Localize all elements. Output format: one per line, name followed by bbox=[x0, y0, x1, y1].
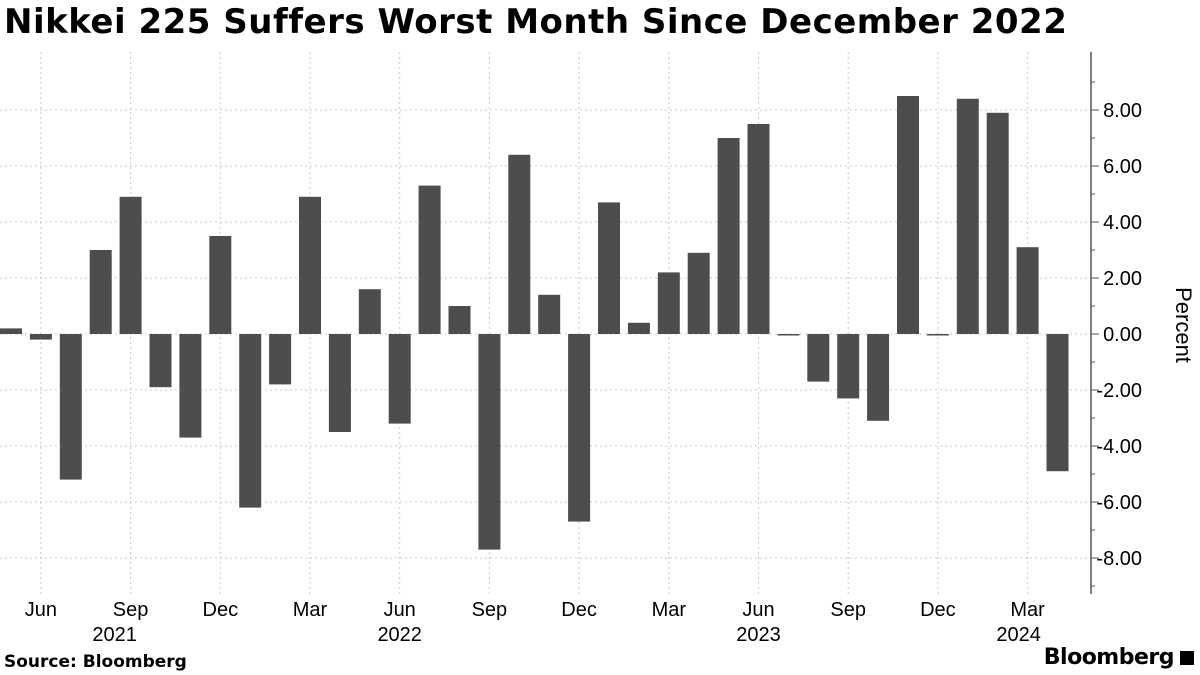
x-year-label: 2021 bbox=[92, 624, 137, 646]
bar-2023-07 bbox=[777, 334, 800, 336]
bar-2023-11 bbox=[897, 96, 919, 334]
bar-2021-11 bbox=[179, 334, 202, 438]
x-year-label: 2023 bbox=[736, 624, 781, 646]
chart-title: Nikkei 225 Suffers Worst Month Since Dec… bbox=[4, 2, 1068, 42]
y-axis-label: Percent bbox=[1171, 287, 1196, 363]
bar-2023-12 bbox=[926, 334, 949, 336]
bar-2023-02 bbox=[627, 322, 650, 334]
bar-2023-09 bbox=[837, 334, 860, 399]
y-axis: 8.00 6.00 4.00 2.00 0.00 -2.00 -4.00 -6.00 -8.00 bbox=[1090, 52, 1142, 594]
y-tick-label: 4.00 bbox=[1103, 212, 1142, 234]
source-note: Source: Bloomberg bbox=[4, 652, 187, 672]
y-tick-label: -6.00 bbox=[1096, 492, 1142, 514]
bar-2024-01 bbox=[956, 98, 979, 334]
bar-2022-06 bbox=[388, 334, 411, 424]
bar-2022-12 bbox=[568, 334, 591, 522]
bar-2021-07 bbox=[59, 334, 82, 480]
bar-2021-09 bbox=[119, 196, 142, 334]
bar-2023-01 bbox=[598, 202, 620, 334]
x-tick-label: Sep bbox=[830, 599, 866, 621]
bar-2022-10 bbox=[508, 154, 531, 334]
brand-name: Bloomberg bbox=[1043, 645, 1175, 670]
bar-2022-04 bbox=[328, 334, 351, 432]
bar-2022-09 bbox=[478, 334, 501, 550]
bar-2023-03 bbox=[657, 272, 680, 334]
bar-2023-05 bbox=[717, 138, 740, 334]
y-tick-label: 6.00 bbox=[1103, 156, 1142, 178]
bar-2023-10 bbox=[867, 334, 890, 421]
x-tick-label: Dec bbox=[561, 599, 597, 621]
bar-2021-12 bbox=[209, 236, 232, 334]
x-tick-label: Mar bbox=[1010, 599, 1045, 621]
bar-2024-04 bbox=[1046, 334, 1069, 472]
bar-2022-05 bbox=[358, 289, 381, 334]
y-tick-label: -4.00 bbox=[1096, 436, 1142, 458]
bloomberg-logo: Bloomberg bbox=[1044, 645, 1194, 670]
y-tick-label: -8.00 bbox=[1096, 548, 1142, 570]
x-tick-label: Jun bbox=[25, 599, 57, 621]
bar-2022-03 bbox=[299, 196, 321, 334]
bar-2023-08 bbox=[807, 334, 830, 382]
bloomberg-logo-icon bbox=[1180, 651, 1194, 665]
x-tick-label: Jun bbox=[384, 599, 416, 621]
y-tick-label: 0.00 bbox=[1103, 324, 1142, 346]
y-tick-label: 2.00 bbox=[1103, 268, 1142, 290]
bar-2021-10 bbox=[149, 334, 172, 388]
bar-2021-06 bbox=[29, 334, 52, 340]
x-tick-label: Mar bbox=[652, 599, 687, 621]
bar-2022-01 bbox=[239, 334, 262, 508]
bar-2023-06 bbox=[747, 124, 770, 334]
x-tick-label: Jun bbox=[742, 599, 774, 621]
x-tick-label: Dec bbox=[203, 599, 239, 621]
x-tick-label: Dec bbox=[920, 599, 956, 621]
bar-2022-02 bbox=[269, 334, 292, 385]
x-year-label: 2024 bbox=[996, 624, 1041, 646]
bar-2024-03 bbox=[1016, 247, 1039, 334]
x-tick-label: Sep bbox=[472, 599, 508, 621]
x-tick-label: Sep bbox=[113, 599, 149, 621]
bar-2023-04 bbox=[687, 252, 710, 334]
x-tick-label: Mar bbox=[293, 599, 328, 621]
bar-2024-02 bbox=[986, 112, 1009, 334]
x-axis-labels: Jun Sep Dec Mar Jun Sep Dec Mar Jun Sep Dec Mar 2021… bbox=[25, 599, 1045, 646]
bar-2022-07 bbox=[418, 185, 441, 334]
bar-2021-05 bbox=[0, 328, 22, 334]
bar-2022-08 bbox=[448, 306, 471, 334]
bars bbox=[0, 96, 1069, 550]
bar-2021-08 bbox=[89, 250, 112, 334]
x-year-label: 2022 bbox=[377, 624, 422, 646]
bar-2022-11 bbox=[538, 294, 561, 334]
y-tick-label: -2.00 bbox=[1096, 380, 1142, 402]
y-tick-label: 8.00 bbox=[1103, 100, 1142, 122]
